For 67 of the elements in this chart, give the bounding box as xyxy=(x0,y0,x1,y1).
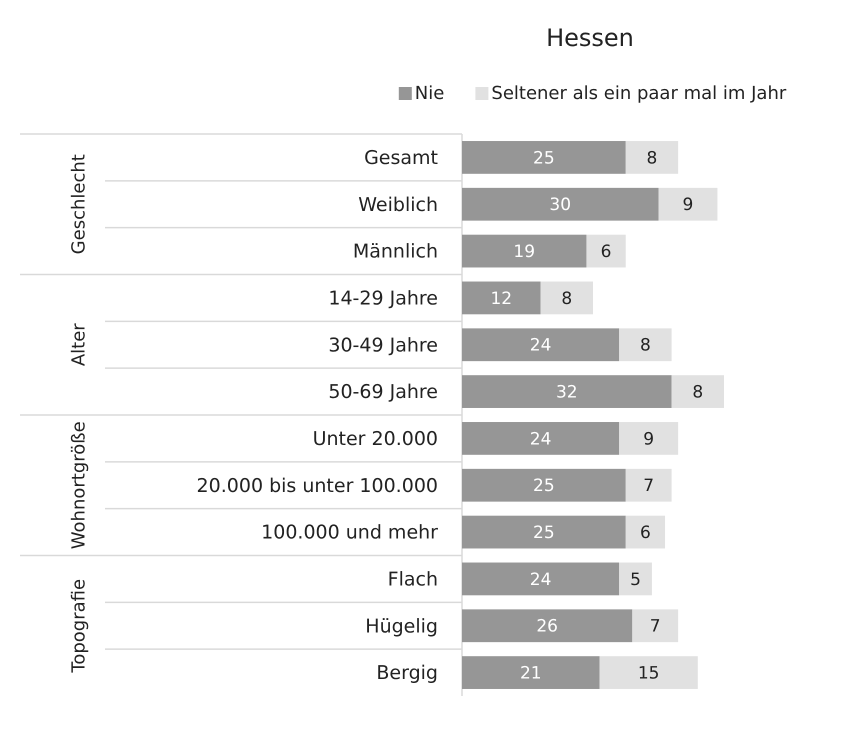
data-label: 8 xyxy=(640,336,651,356)
data-label: 21 xyxy=(520,664,542,684)
bar xyxy=(619,562,652,596)
bar xyxy=(462,468,626,502)
bar xyxy=(462,188,658,221)
y-tick-label: Bergig xyxy=(376,662,438,684)
bar xyxy=(626,516,666,548)
bar xyxy=(462,375,672,408)
data-label: 25 xyxy=(533,476,555,496)
data-label: 9 xyxy=(643,429,654,450)
bar xyxy=(540,282,593,314)
y-tick-label: Weiblich xyxy=(358,194,438,216)
data-label: 6 xyxy=(640,523,651,544)
y-tick-label: Männlich xyxy=(352,240,438,263)
bar xyxy=(672,375,724,408)
bar xyxy=(626,141,678,174)
bar xyxy=(462,516,626,548)
bar xyxy=(462,282,541,314)
data-label: 12 xyxy=(490,288,512,309)
legend-label: Nie xyxy=(414,83,444,104)
y-tick-label: 100.000 und mehr xyxy=(261,522,438,544)
bar xyxy=(462,609,632,642)
chart-title: Hessen xyxy=(546,24,634,52)
data-label: 24 xyxy=(530,336,552,356)
data-label: 30 xyxy=(549,195,572,216)
bar xyxy=(632,609,678,642)
data-label: 15 xyxy=(638,664,660,684)
data-label: 25 xyxy=(533,523,555,544)
data-label: 8 xyxy=(646,148,658,168)
bar xyxy=(462,141,626,174)
bar xyxy=(586,234,626,268)
y-tick-label: Unter 20.000 xyxy=(312,428,438,450)
y-tick-label: 30-49 Jahre xyxy=(328,334,438,356)
bar xyxy=(619,328,672,362)
data-label: 19 xyxy=(513,242,536,262)
data-label: 24 xyxy=(530,570,552,590)
bar xyxy=(462,656,600,689)
data-label: 6 xyxy=(600,242,612,262)
data-label: 8 xyxy=(561,288,572,309)
y-tick-label: Hügelig xyxy=(365,615,438,638)
data-label: 7 xyxy=(643,476,654,496)
bar xyxy=(462,562,620,596)
bar xyxy=(658,188,718,221)
y-tick-label: 20.000 bis unter 100.000 xyxy=(196,474,438,497)
bar xyxy=(626,468,672,502)
text: Wohnortgröße xyxy=(68,421,90,550)
legend-label: Seltener als ein paar mal im Jahr xyxy=(491,83,787,104)
text: Topografie xyxy=(68,578,90,674)
bar xyxy=(619,422,678,455)
bar xyxy=(462,328,620,362)
bar xyxy=(462,422,620,455)
data-label: 25 xyxy=(533,148,555,168)
y-tick-label: Flach xyxy=(388,568,438,591)
data-label: 24 xyxy=(530,429,552,450)
data-label: 7 xyxy=(650,616,661,637)
bar xyxy=(600,656,698,689)
y-tick-label: 50-69 Jahre xyxy=(328,381,438,404)
data-label: 32 xyxy=(556,382,578,403)
data-label: 9 xyxy=(682,195,694,216)
y-tick-label: Gesamt xyxy=(364,147,438,170)
bar xyxy=(462,234,586,268)
data-label: 5 xyxy=(630,570,641,590)
data-label: 8 xyxy=(692,382,704,403)
data-label: 26 xyxy=(536,616,558,637)
text: Alter xyxy=(68,322,90,366)
text: Geschlecht xyxy=(68,154,90,254)
y-tick-label: 14-29 Jahre xyxy=(328,288,438,310)
